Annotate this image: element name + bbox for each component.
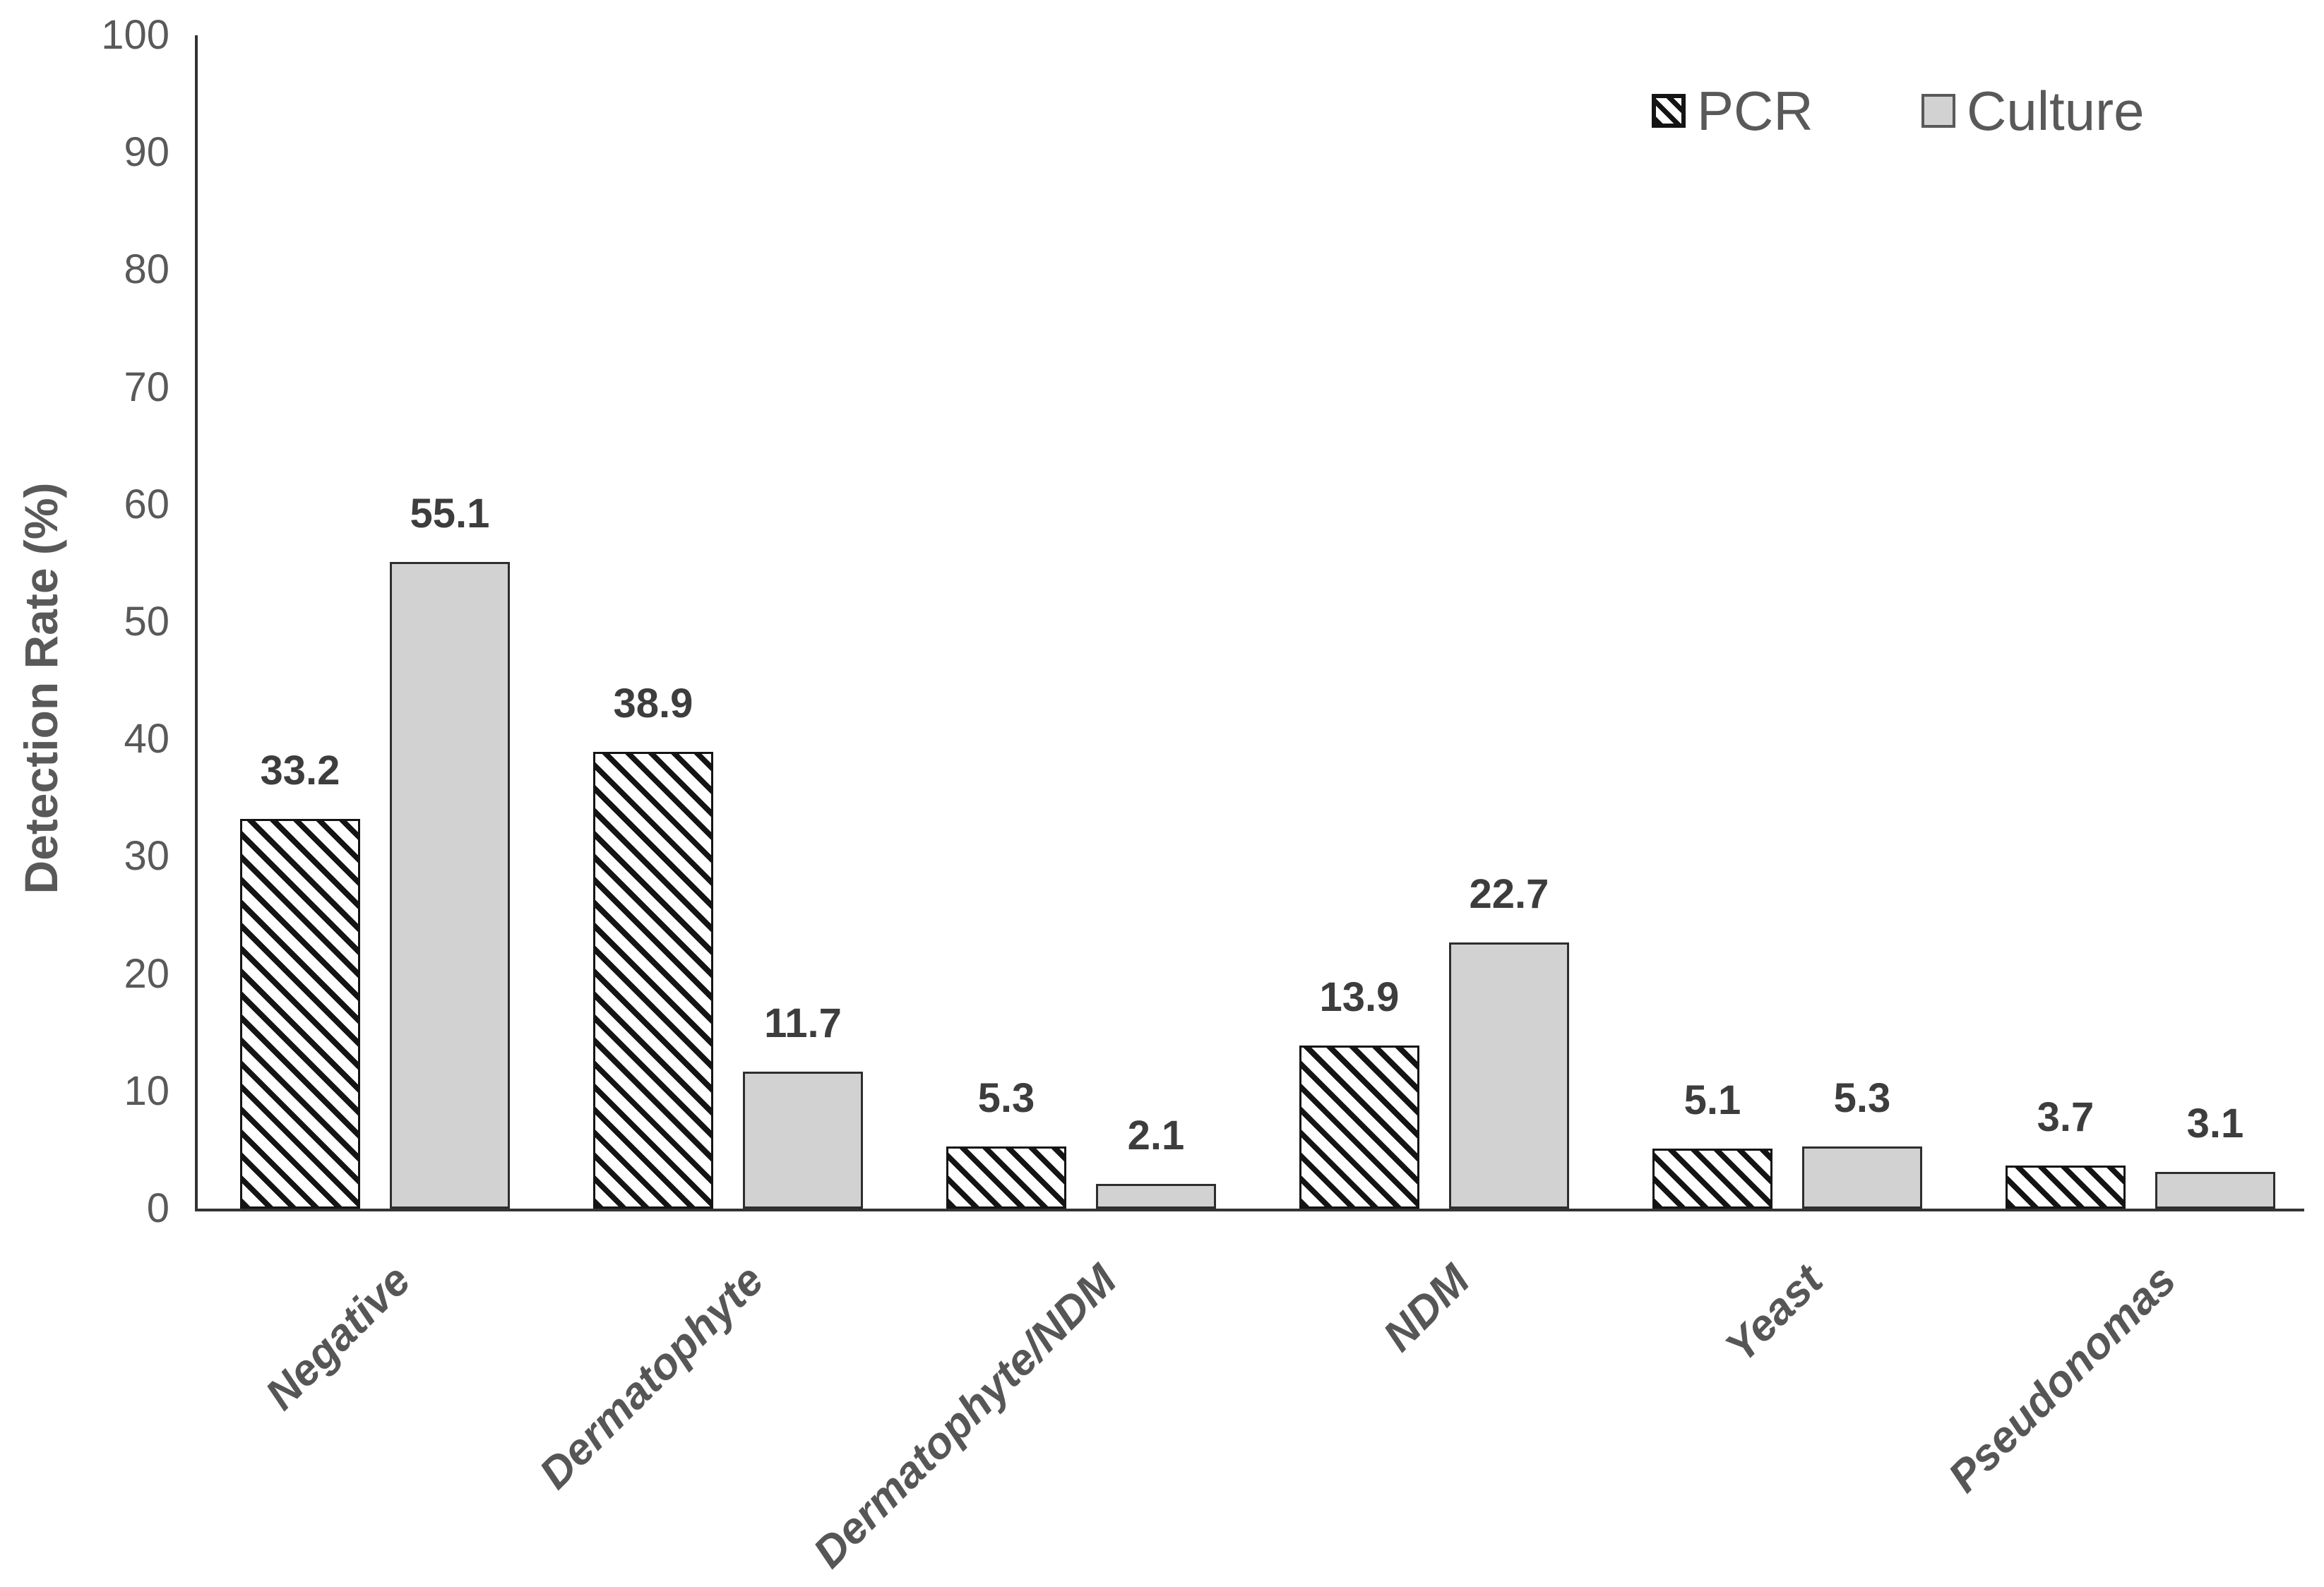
pcr-hatched-swatch-icon — [1652, 94, 1686, 128]
value-label-pcr-ndm: 13.9 — [1319, 974, 1400, 1020]
legend-label-pcr: PCR — [1697, 80, 1813, 142]
bar-pcr-negative — [240, 819, 360, 1209]
bar-pcr-pseudonomas — [2006, 1166, 2126, 1209]
value-label-culture-ndm: 22.7 — [1469, 871, 1549, 917]
bar-culture-yeast — [1802, 1146, 1922, 1209]
y-tick-label-10: 10 — [124, 1067, 169, 1114]
value-label-culture-dermatophyte-ndm: 2.1 — [1127, 1113, 1185, 1158]
value-label-pcr-yeast: 5.1 — [1684, 1077, 1741, 1123]
value-label-pcr-pseudonomas: 3.7 — [2037, 1094, 2094, 1140]
bar-culture-pseudonomas — [2155, 1172, 2275, 1209]
x-category-label-dermatophyte: Dermatophyte — [530, 1255, 773, 1499]
bar-culture-ndm — [1449, 942, 1569, 1209]
y-axis-line — [195, 35, 198, 1211]
bar-culture-negative — [390, 562, 510, 1209]
bar-pcr-dermatophyte-ndm — [946, 1146, 1066, 1209]
value-label-pcr-dermatophyte-ndm: 5.3 — [977, 1075, 1035, 1121]
x-category-label-dermatophyte-ndm: Dermatophyte/NDM — [804, 1255, 1126, 1578]
bar-pcr-ndm — [1299, 1046, 1419, 1209]
y-tick-label-70: 70 — [124, 364, 169, 410]
value-label-culture-dermatophyte: 11.7 — [764, 1000, 842, 1046]
value-label-pcr-dermatophyte: 38.9 — [613, 681, 693, 726]
bar-pcr-dermatophyte — [593, 752, 713, 1209]
x-category-label-pseudonomas: Pseudonomas — [1939, 1255, 2186, 1502]
x-category-label-negative: Negative — [256, 1255, 420, 1420]
value-label-culture-pseudonomas: 3.1 — [2186, 1101, 2244, 1146]
x-category-label-ndm: NDM — [1373, 1255, 1479, 1361]
y-tick-label-50: 50 — [124, 599, 169, 645]
y-tick-label-40: 40 — [124, 716, 169, 762]
bar-culture-dermatophyte — [743, 1072, 863, 1209]
value-label-culture-yeast: 5.3 — [1833, 1075, 1891, 1121]
culture-gray-swatch-icon — [1921, 94, 1955, 128]
legend-label-culture: Culture — [1967, 80, 2145, 142]
y-tick-label-60: 60 — [124, 481, 169, 527]
bar-culture-dermatophyte-ndm — [1096, 1184, 1216, 1209]
x-axis-line — [195, 1209, 2304, 1211]
bar-pcr-yeast — [1652, 1149, 1772, 1209]
y-tick-label-80: 80 — [124, 246, 169, 293]
x-category-label-yeast: Yeast — [1716, 1255, 1833, 1372]
y-tick-label-100: 100 — [101, 12, 169, 58]
value-label-culture-negative: 55.1 — [410, 491, 490, 537]
value-label-pcr-negative: 33.2 — [260, 748, 340, 794]
y-tick-label-90: 90 — [124, 129, 169, 176]
y-tick-label-0: 0 — [146, 1185, 169, 1231]
y-tick-label-20: 20 — [124, 950, 169, 997]
y-tick-label-30: 30 — [124, 833, 169, 880]
